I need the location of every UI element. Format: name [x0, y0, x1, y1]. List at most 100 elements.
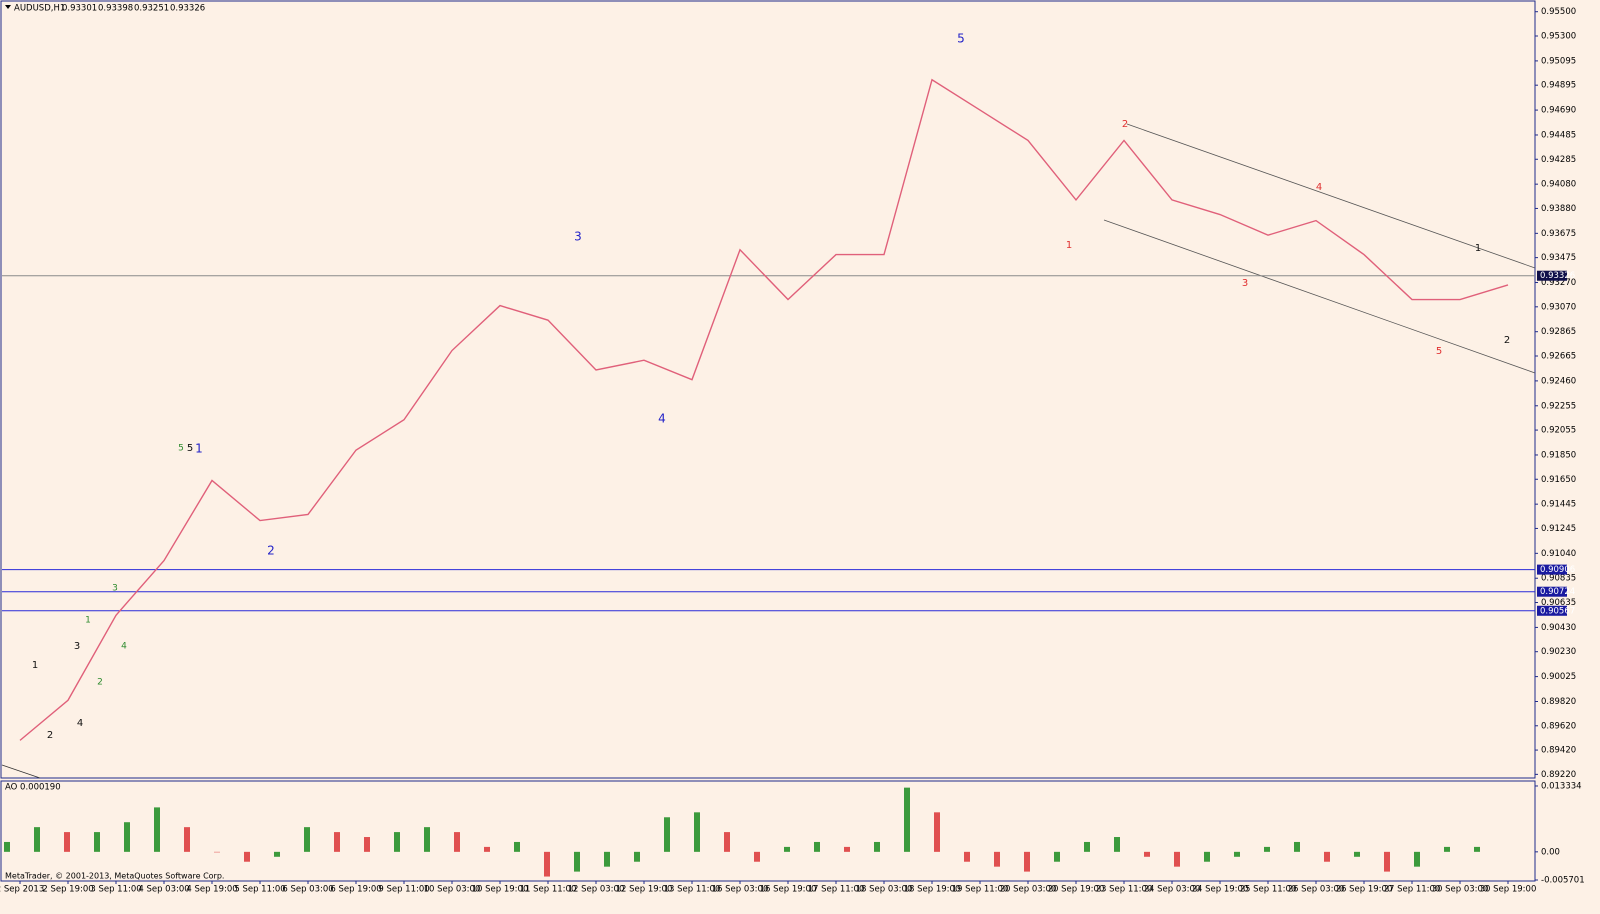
x-tick-label: 2 Sep 19:00: [42, 885, 93, 895]
ao-tick-label: 0.013334: [1541, 781, 1582, 791]
wave-label: 4: [121, 642, 127, 652]
ao-bar: [1354, 851, 1360, 857]
y-tick-label: 0.92255: [1541, 401, 1576, 411]
ao-bar: [934, 812, 940, 852]
wave-label: 3: [1242, 278, 1248, 289]
x-tick-label: 18 Sep 03:00: [856, 885, 913, 895]
wave-label: 5: [1436, 346, 1442, 357]
y-tick-label: 0.93880: [1541, 204, 1576, 214]
y-tick-label: 0.91850: [1541, 450, 1576, 460]
ao-bar: [454, 832, 460, 852]
wave-label: 2: [47, 730, 53, 741]
x-tick-label: 23 Sep 11:00: [1096, 885, 1153, 895]
ao-bar: [514, 841, 520, 852]
y-tick-label: 0.93475: [1541, 253, 1576, 263]
ao-bar: [784, 846, 790, 852]
ao-title: AO 0.000190: [5, 783, 61, 793]
ao-bar: [1114, 837, 1120, 852]
y-tick-label: 0.90835: [1541, 574, 1576, 584]
price-line-box: [1537, 270, 1567, 281]
y-tick-label: 0.92665: [1541, 351, 1576, 361]
y-tick-label: 0.90230: [1541, 647, 1576, 657]
y-tick-label: 0.92055: [1541, 426, 1576, 436]
wave-label: 1: [1475, 243, 1481, 254]
price-line-series: [19, 78, 1509, 741]
y-tick-label: 0.95500: [1541, 7, 1576, 17]
x-tick-label: 17 Sep 11:00: [808, 885, 865, 895]
ohlc-value: 0.93301: [62, 4, 97, 14]
ao-bar: [544, 851, 550, 877]
level-line-label: 0.90906: [1540, 565, 1575, 575]
x-tick-label: 16 Sep 03:00: [712, 885, 769, 895]
y-tick-label: 0.93675: [1541, 229, 1576, 239]
ao-bar: [1144, 851, 1150, 857]
wave-label: 3: [574, 230, 582, 244]
x-tick-label: 4 Sep 19:00: [186, 885, 237, 895]
ao-bar: [904, 787, 910, 852]
y-tick-label: 0.94080: [1541, 180, 1576, 190]
ao-bar: [154, 807, 160, 852]
ao-bar: [244, 851, 250, 862]
x-tick-label: 6 Sep 03:00: [282, 885, 333, 895]
x-tick-label: 12 Sep 19:00: [616, 885, 673, 895]
ao-bar: [964, 851, 970, 862]
x-tick-label: 2 Sep 2013: [0, 885, 44, 895]
ao-bar: [754, 851, 760, 862]
wave-label: 5: [187, 443, 193, 454]
ao-bar: [1234, 851, 1240, 857]
y-tick-label: 0.90635: [1541, 598, 1576, 608]
level-line-box: [1537, 586, 1567, 597]
ao-bar: [334, 832, 340, 852]
y-tick-label: 0.91040: [1541, 549, 1576, 559]
wave-label: 1: [32, 660, 38, 671]
x-tick-label: 24 Sep 19:00: [1192, 885, 1249, 895]
y-tick-label: 0.95095: [1541, 56, 1576, 66]
wave-label: 1: [195, 442, 203, 456]
ohlc-value: 0.93251: [134, 4, 169, 14]
symbol: AUDUSD,H1: [14, 4, 65, 14]
ao-tick-label: 0.00: [1541, 847, 1560, 857]
ohlc-value: 0.93326: [170, 4, 205, 14]
ao-bar: [724, 832, 730, 852]
ao-bar: [1054, 851, 1060, 862]
ao-bar: [604, 851, 610, 867]
ao-bar: [484, 846, 490, 852]
ao-bar: [1444, 846, 1450, 852]
ao-bar: [214, 851, 220, 853]
ao-bar: [664, 817, 670, 852]
main-panel: [0, 0, 1536, 779]
ao-bar: [394, 832, 400, 852]
ao-bar: [94, 832, 100, 852]
dropdown-arrow[interactable]: [5, 5, 11, 9]
price-line-label: 0.93326: [1540, 271, 1575, 281]
x-tick-label: 5 Sep 11:00: [234, 885, 285, 895]
x-tick-label: 3 Sep 11:00: [90, 885, 141, 895]
x-tick-label: 30 Sep 19:00: [1480, 885, 1537, 895]
x-tick-label: 26 Sep 19:00: [1336, 885, 1393, 895]
x-tick-label: 10 Sep 03:00: [424, 885, 481, 895]
x-tick-label: 19 Sep 11:00: [952, 885, 1009, 895]
y-tick-label: 0.90025: [1541, 672, 1576, 682]
level-line-box: [1537, 564, 1567, 575]
wave-label: 3: [74, 641, 80, 652]
wave-label: 2: [267, 544, 275, 558]
x-tick-label: 25 Sep 11:00: [1240, 885, 1297, 895]
ao-bar: [4, 841, 10, 852]
wave-label: 3: [112, 584, 118, 594]
wave-label: 1: [1066, 240, 1072, 251]
x-tick-label: 4 Sep 03:00: [138, 885, 189, 895]
wave-label: 1: [85, 616, 91, 626]
wave-label: 5: [957, 32, 965, 46]
y-tick-label: 0.89620: [1541, 721, 1576, 731]
level-line-label: 0.90724: [1540, 587, 1575, 597]
ao-bar: [1384, 851, 1390, 872]
ao-bar: [1264, 846, 1270, 852]
x-tick-label: 20 Sep 03:00: [1000, 885, 1057, 895]
ao-bar: [994, 851, 1000, 867]
wave-label: 4: [1316, 182, 1322, 193]
x-tick-label: 18 Sep 19:00: [904, 885, 961, 895]
ao-bar: [1324, 851, 1330, 862]
x-tick-label: 16 Sep 19:00: [760, 885, 817, 895]
ao-bar: [1204, 851, 1210, 862]
